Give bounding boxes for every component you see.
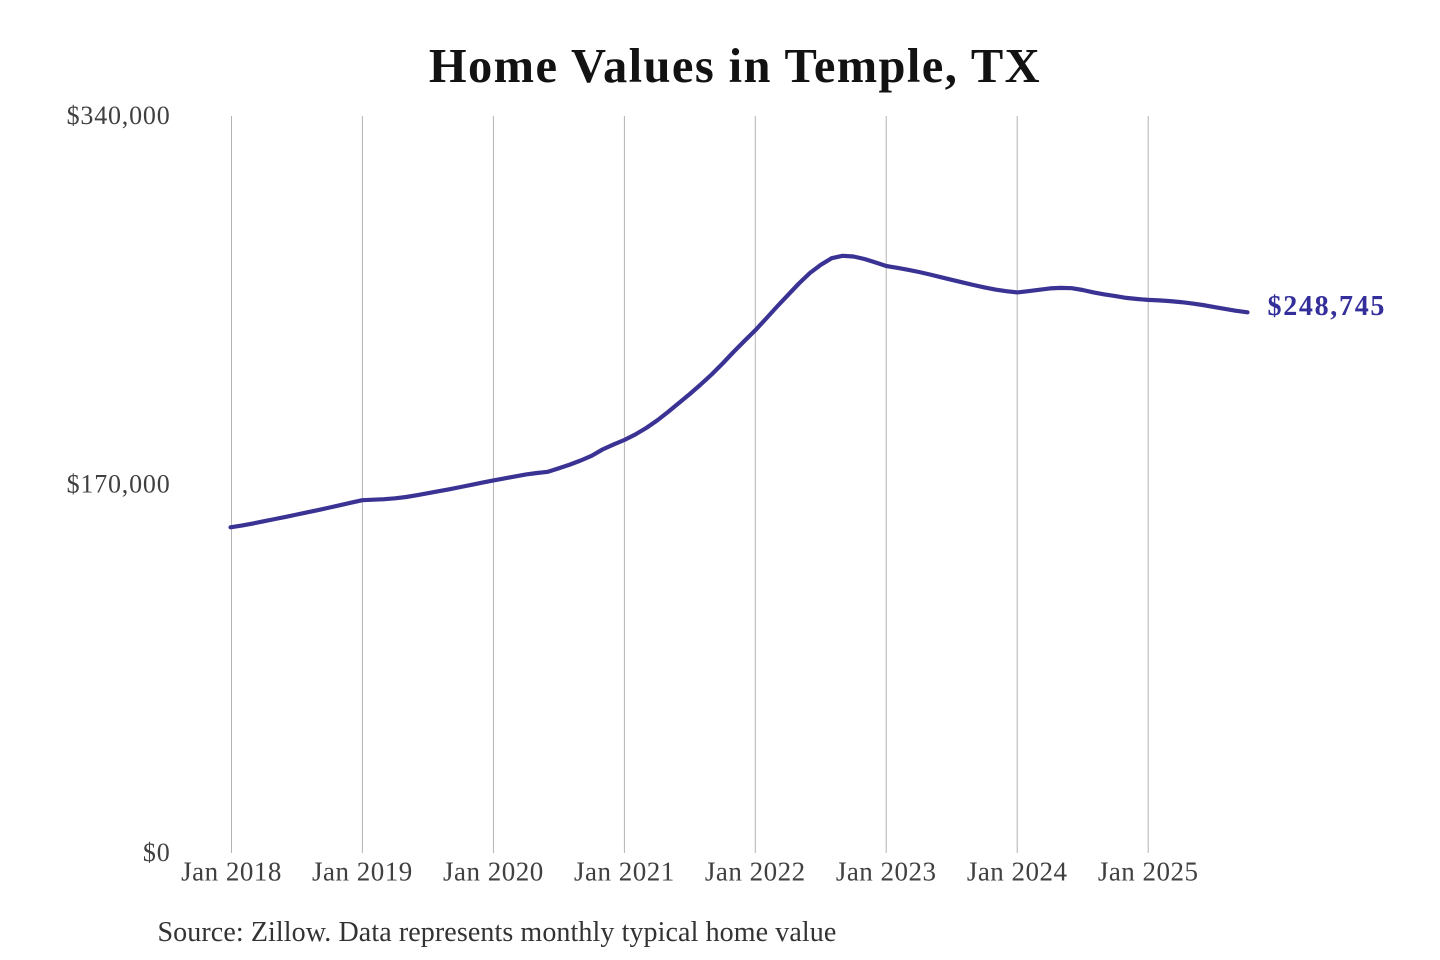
svg-text:Jan 2025: Jan 2025 [1098,857,1199,887]
svg-text:Jan 2020: Jan 2020 [443,857,544,887]
svg-text:Jan 2023: Jan 2023 [836,857,937,887]
svg-text:$0: $0 [143,838,171,867]
svg-text:Source: Zillow. Data represent: Source: Zillow. Data represents monthly … [158,917,837,948]
svg-text:Jan 2018: Jan 2018 [181,857,282,887]
svg-text:$170,000: $170,000 [67,469,171,498]
svg-text:$340,000: $340,000 [67,101,171,130]
svg-text:$248,745: $248,745 [1268,291,1387,322]
svg-text:Jan 2024: Jan 2024 [967,857,1068,887]
svg-text:Home Values in Temple, TX: Home Values in Temple, TX [429,40,1041,93]
svg-text:Jan 2022: Jan 2022 [705,857,806,887]
svg-text:Jan 2021: Jan 2021 [574,857,675,887]
svg-text:Jan 2019: Jan 2019 [312,857,413,887]
